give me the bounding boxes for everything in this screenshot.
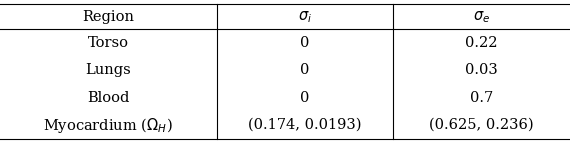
Text: Blood: Blood	[87, 91, 129, 105]
Text: (0.625, 0.236): (0.625, 0.236)	[429, 118, 534, 132]
Text: 0: 0	[300, 36, 310, 50]
Text: $\sigma_i$: $\sigma_i$	[298, 9, 312, 25]
Text: 0: 0	[300, 63, 310, 77]
Text: Torso: Torso	[88, 36, 129, 50]
Text: 0.03: 0.03	[465, 63, 498, 77]
Text: 0.7: 0.7	[470, 91, 493, 105]
Text: Myocardium ($\Omega_H$): Myocardium ($\Omega_H$)	[43, 115, 173, 134]
Text: $\sigma_e$: $\sigma_e$	[473, 9, 490, 25]
Text: Lungs: Lungs	[86, 63, 131, 77]
Text: (0.174, 0.0193): (0.174, 0.0193)	[248, 118, 362, 132]
Text: Region: Region	[82, 10, 135, 24]
Text: 0: 0	[300, 91, 310, 105]
Text: 0.22: 0.22	[465, 36, 498, 50]
